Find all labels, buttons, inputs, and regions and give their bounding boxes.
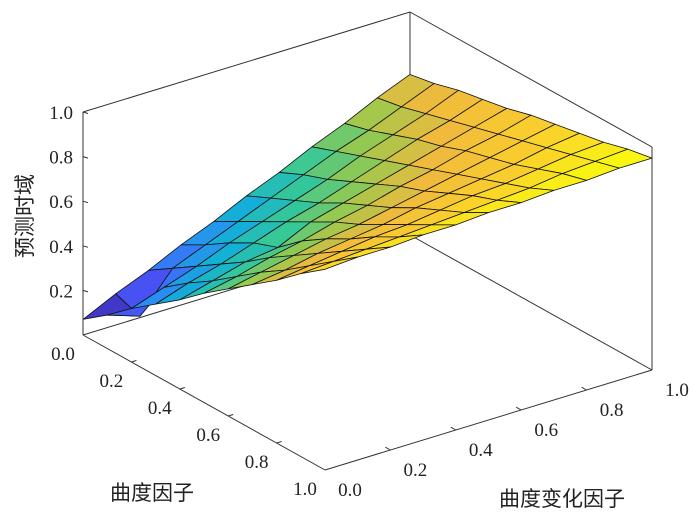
z-tick [82,245,89,248]
x-tick-label: 0.2 [100,371,124,392]
axes-lines [82,112,653,471]
x-tick-label: 0.4 [148,398,172,419]
z-axis-label: 预测时域 [13,174,37,258]
y-tick-label: 0.4 [469,440,493,461]
y-tick-labels: 0.0 0.2 0.4 0.6 0.8 1.0 [338,380,689,501]
z-tick-label: 0.4 [49,237,73,258]
y-tick [450,426,457,431]
x-tick [276,441,282,444]
z-tick-label: 0.6 [49,192,73,213]
z-tick [82,200,89,204]
y-tick [581,386,587,391]
x-axis-line [82,334,326,471]
x-tick [228,414,234,417]
surface [82,74,653,320]
y-axis-line [324,369,653,471]
y-axis-label: 曲度变化因子 [499,487,625,511]
y-tick [515,406,522,411]
z-tick [82,156,89,159]
y-tick-label: 0.2 [404,460,428,481]
x-tick-label: 0.6 [196,425,220,446]
box-edge [409,11,653,148]
x-tick [179,387,185,390]
x-tick-labels: 0.0 0.2 0.4 0.6 0.8 1.0 [51,344,317,500]
x-tick [131,360,137,363]
box-edge [409,234,653,371]
y-tick-label: 1.0 [665,380,689,401]
x-tick-label: 1.0 [293,479,317,500]
surface-patch [300,256,359,275]
z-tick [82,289,89,293]
z-tick-label: 0.2 [49,281,73,302]
x-axis-label: 曲度因子 [110,481,194,505]
z-tick [82,111,89,114]
x-tick-label: 0.8 [245,452,269,473]
z-tick-labels: 0.2 0.4 0.6 0.8 1.0 [49,103,89,302]
z-tick-label: 0.8 [49,148,73,169]
y-tick-label: 0.8 [600,400,624,421]
y-tick [385,446,391,451]
y-tick-label: 0.6 [534,420,558,441]
box-edge [82,11,411,113]
x-tick-label: 0.0 [51,344,75,365]
z-tick-label: 1.0 [49,103,73,124]
y-tick-label: 0.0 [338,480,362,501]
